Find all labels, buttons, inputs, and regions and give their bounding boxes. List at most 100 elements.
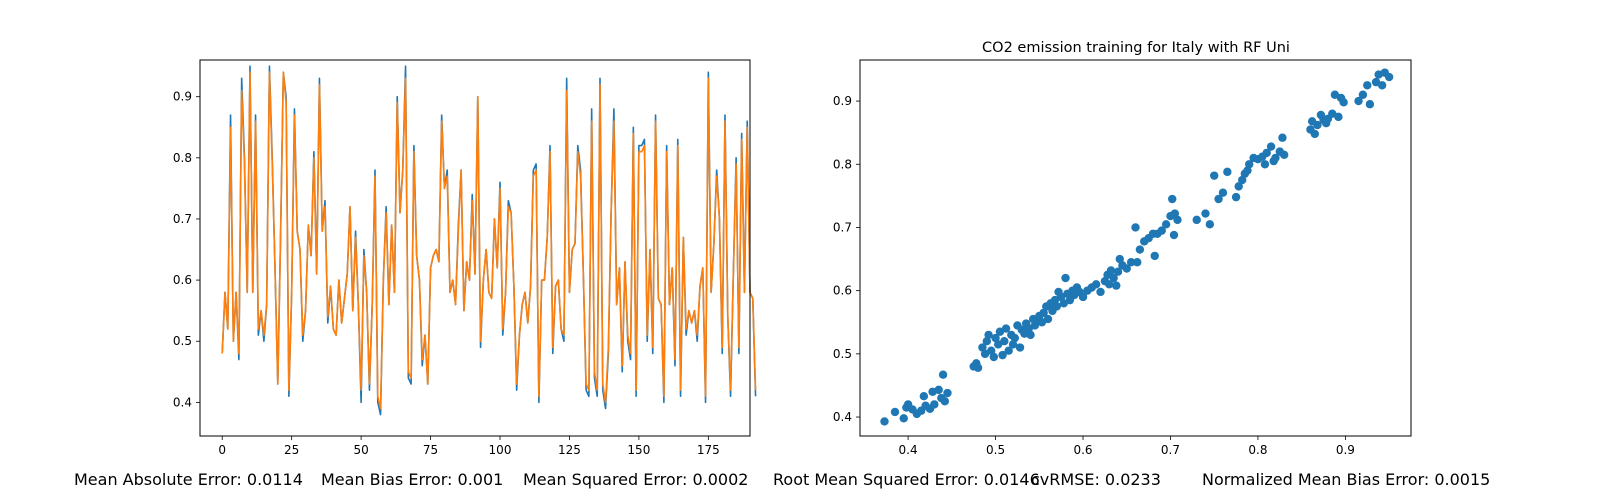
scatter-chart-y-tick-label: 0.9 xyxy=(833,94,852,108)
line-series-group xyxy=(221,65,757,416)
line-chart: 0 25 50 75 100 125 150 175 0.4 0.5 0.6 0.7 0.8 0.9 xyxy=(173,59,757,457)
scatter-chart-x-tick-label: 0.6 xyxy=(1073,443,1092,457)
scatter-point xyxy=(1377,81,1387,90)
scatter-point xyxy=(899,414,908,423)
scatter-point xyxy=(1260,160,1270,169)
line-chart-x-axis: 0 25 50 75 100 125 150 175 xyxy=(218,436,720,457)
scatter-point xyxy=(1030,321,1040,330)
scatter-point xyxy=(919,391,929,401)
scatter-point xyxy=(991,333,1000,343)
scatter-point xyxy=(1365,100,1375,109)
scatter-chart-x-tick-label: 0.9 xyxy=(1336,443,1355,457)
scatter-point xyxy=(1170,209,1180,218)
line-chart-y-tick-label: 0.9 xyxy=(173,90,192,104)
metric-mbe: Mean Bias Error: 0.001 xyxy=(321,470,503,489)
scatter-point xyxy=(1363,81,1372,90)
scatter-point xyxy=(1113,267,1123,276)
scatter-point xyxy=(1078,292,1088,302)
scatter-point xyxy=(880,417,889,426)
scatter-point xyxy=(1266,142,1276,151)
scatter-point xyxy=(1358,90,1368,99)
scatter-point xyxy=(1334,112,1343,122)
scatter-point xyxy=(1310,129,1319,139)
scatter-chart-y-axis: 0.4 0.5 0.6 0.7 0.8 0.9 xyxy=(833,94,860,424)
line-chart-y-tick-label: 0.6 xyxy=(173,273,192,287)
scatter-point xyxy=(1106,266,1116,275)
scatter-point xyxy=(1214,194,1223,204)
scatter-point xyxy=(982,337,992,346)
scatter-chart: CO2 emission training for Italy with RF … xyxy=(833,40,1412,457)
scatter-point xyxy=(930,400,939,409)
scatter-point xyxy=(1001,324,1011,333)
scatter-point xyxy=(940,397,950,406)
scatter-point xyxy=(1150,251,1159,261)
metric-cvrmse: cvRMSE: 0.0233 xyxy=(1031,470,1161,489)
scatter-point xyxy=(1279,150,1289,159)
line-chart-y-axis: 0.4 0.5 0.6 0.7 0.8 0.9 xyxy=(173,90,200,409)
line-chart-x-tick-label: 50 xyxy=(353,443,368,457)
scatter-point xyxy=(890,407,900,417)
scatter-point xyxy=(1026,330,1035,340)
scatter-point xyxy=(1161,220,1171,229)
line-chart-y-tick-label: 0.8 xyxy=(173,151,192,165)
scatter-point xyxy=(1008,340,1018,349)
line-chart-y-tick-label: 0.5 xyxy=(173,334,192,348)
line-chart-x-tick-label: 0 xyxy=(218,443,226,457)
scatter-point xyxy=(1122,264,1131,273)
scatter-point xyxy=(1339,98,1348,107)
scatter-chart-frame xyxy=(859,59,1412,437)
scatter-point xyxy=(1004,346,1013,355)
scatter-point xyxy=(1205,220,1215,229)
scatter-point xyxy=(1010,333,1020,343)
line-chart-y-tick-label: 0.4 xyxy=(173,395,192,409)
metric-mse: Mean Squared Error: 0.0002 xyxy=(523,470,748,489)
scatter-point xyxy=(1052,302,1061,311)
scatter-point xyxy=(1218,188,1228,197)
line-chart-x-tick-label: 125 xyxy=(558,443,581,457)
scatter-chart-x-axis: 0.4 0.5 0.6 0.7 0.8 0.9 xyxy=(899,436,1355,457)
metric-rmse: Root Mean Squared Error: 0.0146 xyxy=(773,470,1040,489)
scatter-point xyxy=(1000,337,1009,346)
scatter-point xyxy=(1096,287,1105,297)
scatter-chart-y-tick-label: 0.5 xyxy=(833,347,852,361)
scatter-point xyxy=(989,352,999,362)
scatter-point xyxy=(1109,273,1118,283)
scatter-point xyxy=(1313,120,1322,130)
scatter-point xyxy=(1061,273,1070,283)
scatter-point xyxy=(1354,96,1363,106)
scatter-point xyxy=(1105,280,1114,289)
scatter-point xyxy=(1234,182,1243,191)
scatter-point xyxy=(998,350,1007,360)
metric-nmbe: Normalized Mean Bias Error: 0.0015 xyxy=(1202,470,1490,489)
line-chart-y-tick-label: 0.7 xyxy=(173,212,192,226)
line-chart-x-tick-label: 175 xyxy=(697,443,720,457)
scatter-point xyxy=(1135,245,1145,254)
scatter-point xyxy=(1210,171,1219,180)
line-chart-x-tick-label: 25 xyxy=(284,443,299,457)
scatter-point xyxy=(1238,175,1247,185)
scatter-point xyxy=(1169,230,1179,240)
scatter-point xyxy=(1278,133,1287,142)
scatter-chart-x-tick-label: 0.7 xyxy=(1161,443,1180,457)
scatter-point xyxy=(1091,280,1101,289)
line-chart-x-tick-label: 150 xyxy=(627,443,650,457)
scatter-chart-x-tick-label: 0.5 xyxy=(986,443,1005,457)
scatter-point xyxy=(1384,72,1394,82)
scatter-chart-y-tick-label: 0.4 xyxy=(833,410,852,424)
metric-mae: Mean Absolute Error: 0.0114 xyxy=(74,470,303,489)
scatter-point xyxy=(1015,343,1025,352)
scatter-chart-y-tick-label: 0.6 xyxy=(833,284,852,298)
scatter-point xyxy=(1223,167,1232,177)
scatter-chart-title: CO2 emission training for Italy with RF … xyxy=(982,40,1290,56)
scatter-point xyxy=(1133,258,1142,267)
metrics-footer: Mean Absolute Error: 0.0114 Mean Bias Er… xyxy=(74,470,1490,489)
scatter-points-group xyxy=(880,68,1394,426)
scatter-point xyxy=(938,370,948,379)
scatter-point xyxy=(943,388,952,398)
scatter-point xyxy=(1201,209,1210,218)
scatter-chart-x-tick-label: 0.8 xyxy=(1248,443,1267,457)
scatter-point xyxy=(1192,215,1201,225)
scatter-point xyxy=(1043,314,1053,324)
scatter-point xyxy=(978,343,987,352)
